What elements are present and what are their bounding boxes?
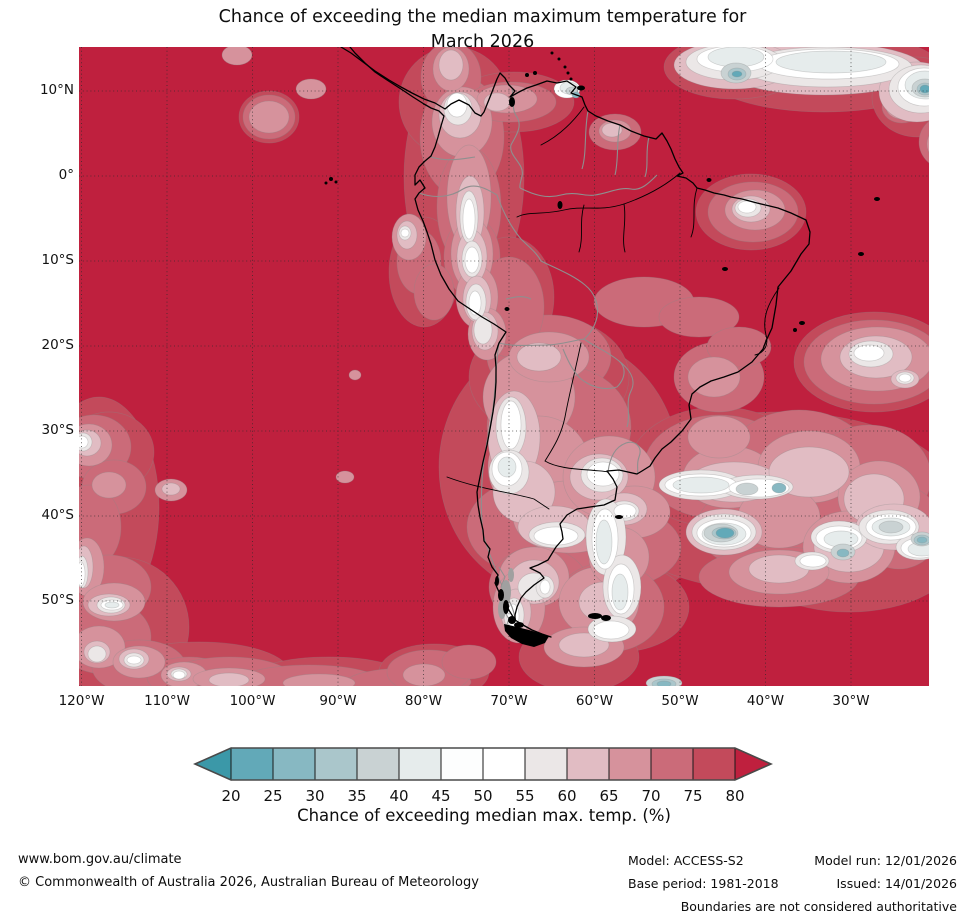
colorbar-tick-label: 25 xyxy=(263,787,282,805)
lat-tick-label: 10°S xyxy=(41,252,75,268)
colorbar: 20 25 30 35 40 45 50 55 60 65 70 75 80 xyxy=(192,745,776,807)
lon-tick-label: 40°W xyxy=(746,693,785,709)
footer-disclaimer: Boundaries are not considered authoritat… xyxy=(680,899,957,914)
colorbar-label: Chance of exceeding median max. temp. (%… xyxy=(297,806,671,825)
chart-title-line1: Chance of exceeding the median maximum t… xyxy=(218,7,747,27)
footer-issued: Issued: 14/01/2026 xyxy=(836,876,958,891)
trinidad-island xyxy=(577,85,585,91)
footer-base-period: Base period: 1981-2018 xyxy=(628,876,779,891)
islands-and-lakes xyxy=(324,51,880,647)
lon-tick-label: 80°W xyxy=(404,693,443,709)
lon-tick-label: 100°W xyxy=(229,693,276,709)
colorbar-tick-label: 70 xyxy=(641,787,660,805)
colorbar-tick-label: 30 xyxy=(305,787,324,805)
footer-copyright: © Commonwealth of Australia 2026, Austra… xyxy=(18,875,479,890)
lat-tick-label: 0° xyxy=(58,167,74,183)
colorbar-over-arrow xyxy=(734,747,773,781)
colorbar-tick-label: 50 xyxy=(473,787,492,805)
colorbar-tick-label: 20 xyxy=(221,787,240,805)
lon-tick-label: 110°W xyxy=(144,693,190,709)
colorbar-tick-label: 65 xyxy=(599,787,618,805)
lat-tick-label: 40°S xyxy=(41,507,75,523)
footer-model: Model: ACCESS-S2 xyxy=(628,853,744,868)
colorbar-cell xyxy=(440,747,484,781)
colorbar-tick-label: 80 xyxy=(725,787,744,805)
colorbar-cell xyxy=(482,747,526,781)
lat-tick-label: 50°S xyxy=(41,592,75,608)
lat-tick-label: 10°N xyxy=(39,82,74,98)
lon-tick-label: 50°W xyxy=(661,693,699,709)
colorbar-under-arrow xyxy=(193,747,232,781)
map-svg xyxy=(79,47,929,686)
colorbar-cell xyxy=(356,747,400,781)
probability-field-contours xyxy=(79,47,929,686)
colorbar-tick-label: 55 xyxy=(515,787,534,805)
colorbar-cell xyxy=(566,747,610,781)
colorbar-cell xyxy=(650,747,694,781)
colorbar-tick-label: 35 xyxy=(347,787,366,805)
colorbar-svg: 20 25 30 35 40 45 50 55 60 65 70 75 80 xyxy=(193,747,773,805)
falkland-islands xyxy=(588,613,602,619)
colorbar-cell xyxy=(524,747,568,781)
lake-titicaca xyxy=(504,307,510,311)
colorbar-tick-label: 40 xyxy=(389,787,408,805)
colorbar-cell xyxy=(272,747,316,781)
colorbar-cell xyxy=(608,747,652,781)
lon-tick-label: 90°W xyxy=(319,693,357,709)
lake-maracaibo xyxy=(509,97,515,107)
map-area xyxy=(79,47,929,686)
lon-tick-label: 60°W xyxy=(575,693,614,709)
footer-model-run: Model run: 12/01/2026 xyxy=(814,853,957,868)
lat-tick-label: 30°S xyxy=(41,422,75,438)
rivers xyxy=(446,106,780,510)
colorbar-cell xyxy=(692,747,736,781)
colorbar-tick-label: 45 xyxy=(431,787,450,805)
colorbar-tick-label: 60 xyxy=(557,787,576,805)
lon-tick-label: 120°W xyxy=(58,693,105,709)
colorbar-cell xyxy=(314,747,358,781)
colorbar-cell xyxy=(230,747,274,781)
colorbar-tick-label: 75 xyxy=(683,787,702,805)
chart-title: Chance of exceeding the median maximum t… xyxy=(0,5,965,54)
galapagos-islands xyxy=(329,177,333,181)
lat-tick-label: 20°S xyxy=(41,337,75,353)
graticule-gridlines xyxy=(79,47,929,686)
colorbar-cell xyxy=(398,747,442,781)
footer-website: www.bom.gov.au/climate xyxy=(18,852,182,867)
lon-tick-label: 30°W xyxy=(832,693,870,709)
lon-tick-label: 70°W xyxy=(490,693,528,709)
tierra-del-fuego xyxy=(504,624,549,647)
